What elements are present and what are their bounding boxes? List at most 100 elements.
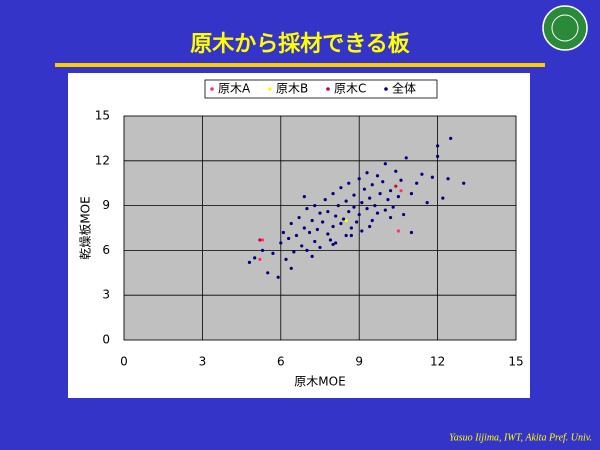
point <box>404 156 408 160</box>
point <box>344 218 348 223</box>
point <box>260 238 265 242</box>
legend-marker <box>210 87 214 91</box>
point <box>321 220 325 224</box>
point <box>266 271 270 275</box>
point <box>305 248 309 252</box>
point <box>328 238 333 242</box>
point <box>292 250 296 254</box>
slide-title: 原木から採材できる板 <box>190 32 411 57</box>
point <box>247 260 252 264</box>
point <box>279 241 283 245</box>
point <box>399 189 403 193</box>
point <box>289 221 293 226</box>
point <box>339 186 343 190</box>
point <box>344 233 348 238</box>
y-tick-label: 6 <box>102 243 110 257</box>
point <box>425 201 429 205</box>
point <box>287 236 291 241</box>
point <box>399 178 403 182</box>
point <box>260 248 265 252</box>
point <box>310 218 314 223</box>
x-tick-label: 9 <box>355 355 363 369</box>
point <box>315 227 319 232</box>
point <box>354 220 359 224</box>
point <box>258 238 262 242</box>
point <box>365 171 369 175</box>
point <box>352 193 356 197</box>
point <box>326 209 330 214</box>
x-tick-label: 15 <box>508 355 523 369</box>
point <box>368 224 372 229</box>
legend-marker <box>384 87 388 91</box>
point <box>326 232 330 236</box>
point <box>284 257 288 261</box>
point <box>368 196 372 200</box>
legend <box>204 79 438 99</box>
point <box>449 136 453 140</box>
point <box>313 239 317 244</box>
x-axis-label: 原木MOE <box>294 375 345 389</box>
point <box>302 195 306 199</box>
point <box>307 230 312 235</box>
point <box>294 233 299 238</box>
point <box>271 251 275 255</box>
legend-label: 原木A <box>218 82 251 96</box>
point <box>352 205 356 209</box>
point <box>381 180 385 184</box>
point <box>360 201 364 205</box>
point <box>336 204 340 208</box>
logo-circle <box>542 5 588 51</box>
point <box>357 177 361 181</box>
legend-marker <box>268 87 272 91</box>
point <box>318 211 322 215</box>
point <box>386 198 390 202</box>
point <box>370 183 374 187</box>
point <box>383 162 387 166</box>
point <box>347 209 351 214</box>
point <box>341 217 346 221</box>
point <box>347 181 351 185</box>
point <box>383 208 387 212</box>
legend-label: 原木C <box>334 82 366 96</box>
point <box>253 256 257 260</box>
point <box>258 257 262 261</box>
point <box>362 187 367 191</box>
point <box>334 241 338 245</box>
point <box>349 226 353 230</box>
title-underline <box>55 63 545 67</box>
x-tick-label: 6 <box>277 355 285 369</box>
point <box>409 230 414 235</box>
point <box>375 174 380 178</box>
legend-label: 全体 <box>392 81 416 96</box>
point <box>318 245 322 250</box>
x-tick-label: 12 <box>430 355 445 369</box>
point <box>415 181 419 185</box>
point <box>349 233 353 238</box>
point <box>297 215 301 220</box>
point <box>331 224 335 229</box>
point <box>441 196 445 200</box>
point <box>323 198 327 202</box>
point <box>388 215 393 220</box>
legend-label: 原木B <box>276 82 308 96</box>
point <box>402 212 406 217</box>
point <box>313 204 317 208</box>
y-tick-label: 0 <box>102 333 110 347</box>
point <box>436 144 440 148</box>
point <box>391 205 395 209</box>
point <box>388 189 393 193</box>
point <box>281 230 286 235</box>
point <box>420 172 424 176</box>
plot-area <box>123 115 517 341</box>
point <box>370 218 374 223</box>
y-axis-label: 乾燥板MOE <box>79 196 93 259</box>
point <box>436 154 440 158</box>
point <box>331 192 335 196</box>
point <box>396 229 400 233</box>
footer: Yasuo Iijima, IWT, Akita Pref. Univ. <box>449 432 592 443</box>
point <box>302 226 306 230</box>
point <box>430 175 434 179</box>
point <box>409 192 414 196</box>
logo-ring <box>551 14 579 42</box>
point <box>365 206 369 211</box>
